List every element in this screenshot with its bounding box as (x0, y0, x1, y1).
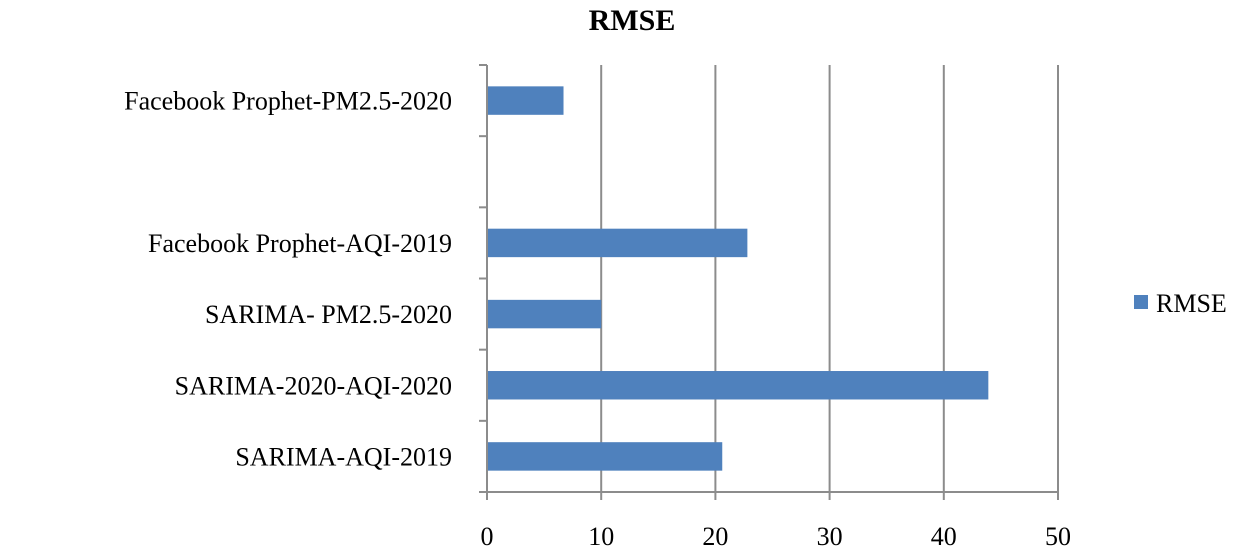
category-label-3: Facebook Prophet-AQI-2019 (148, 229, 452, 258)
legend-swatch (1134, 295, 1148, 309)
axes (479, 64, 1058, 493)
category-label-0: SARIMA-AQI-2019 (235, 442, 452, 471)
gridlines (486, 65, 1059, 500)
bar-3 (487, 228, 748, 258)
category-label-1: SARIMA-2020-AQI-2020 (175, 371, 452, 400)
x-tick-label-40: 40 (931, 522, 957, 551)
bar-0 (487, 442, 723, 471)
category-label-2: SARIMA- PM2.5-2020 (205, 300, 452, 329)
category-labels: SARIMA-AQI-2019 SARIMA-2020-AQI-2020 SARIM… (124, 87, 452, 472)
chart-title: RMSE (589, 4, 676, 37)
x-tick-label-10: 10 (588, 522, 614, 551)
bars (487, 86, 989, 471)
bar-1 (487, 371, 989, 400)
x-tick-label-30: 30 (817, 522, 843, 551)
legend: RMSE (1134, 289, 1227, 318)
legend-label: RMSE (1156, 289, 1227, 318)
x-tick-label-0: 0 (481, 522, 494, 551)
category-label-5: Facebook Prophet-PM2.5-2020 (124, 87, 452, 116)
x-tick-label-50: 50 (1045, 522, 1071, 551)
bar-5 (487, 86, 564, 115)
x-tick-labels: 0 10 20 30 40 50 (481, 522, 1072, 551)
bar-2 (487, 299, 602, 329)
x-tick-label-20: 20 (702, 522, 728, 551)
